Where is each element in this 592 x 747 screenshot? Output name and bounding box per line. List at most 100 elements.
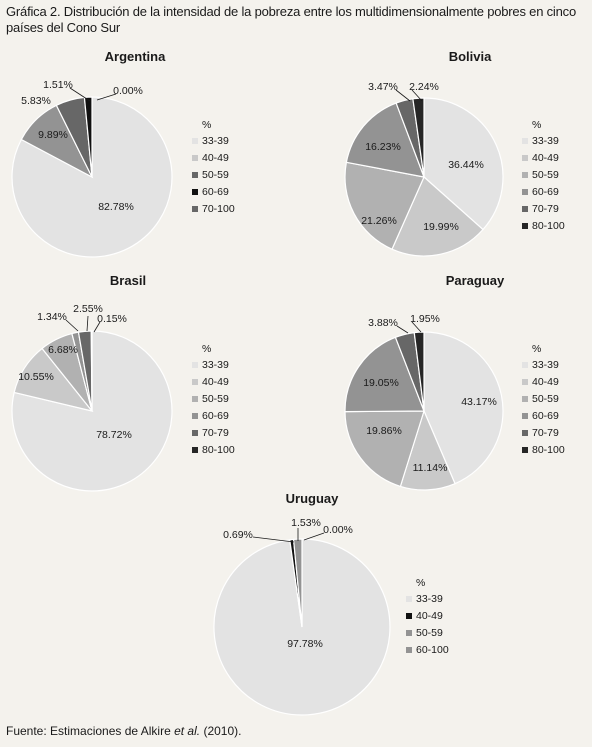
legend-swatch-brasil-50-59 [192,396,198,402]
legend-swatch-bolivia-60-69 [522,189,528,195]
slice-brasil-80-100 [90,330,93,412]
pie-chart-argentina: Argentina 82.78% 9.89% 5.83% 1.51% 0.00%% 33-3… [11,49,235,258]
legend-label-bolivia-60-69: 60-69 [532,186,559,198]
legend-title-brasil: % [202,343,211,355]
slice-label-brasil-33-39: 78.72% [96,429,132,441]
legend-swatch-uruguay-40-49 [406,613,412,619]
slice-label-bolivia-80-100: 2.24% [409,81,439,93]
legend-label-uruguay-40-49: 40-49 [416,610,443,622]
legend-swatch-paraguay-60-69 [522,413,528,419]
legend-label-bolivia-50-59: 50-59 [532,169,559,181]
slice-paraguay-80-100 [413,331,425,412]
slice-label-bolivia-50-59: 21.26% [361,215,397,227]
legend-bolivia: % 33-39 40-49 50-59 60-69 70-79 80-100 [522,119,565,232]
pie-chart-paraguay: Paraguay 43.17% 11.14% 19.86% 19.05% 3.88% 1.9… [344,273,565,491]
legend-swatch-argentina-70-100 [192,206,198,212]
legend-label-brasil-70-79: 70-79 [202,427,229,439]
legend-swatch-uruguay-60-100 [406,647,412,653]
slice-label-uruguay-40-49: 0.69% [223,529,253,541]
leader-line-argentina-60-69 [69,87,91,102]
leader-line-brasil-80-100 [93,321,101,333]
legend-label-paraguay-80-100: 80-100 [532,444,565,456]
slice-bolivia-40-49 [391,176,484,257]
legend-swatch-brasil-60-69 [192,413,198,419]
slice-label-paraguay-60-69: 19.05% [363,377,399,389]
legend-swatch-bolivia-40-49 [522,155,528,161]
slice-label-paraguay-40-49: 11.14% [413,462,448,474]
legend-label-brasil-60-69: 60-69 [202,410,229,422]
legend-label-argentina-33-39: 33-39 [202,135,229,147]
legend-label-paraguay-50-59: 50-59 [532,393,559,405]
legend-label-bolivia-33-39: 33-39 [532,135,559,147]
legend-label-brasil-33-39: 33-39 [202,359,229,371]
legend-label-paraguay-60-69: 60-69 [532,410,559,422]
slice-label-bolivia-70-79: 3.47% [368,81,398,93]
leader-line-bolivia-80-100 [411,89,423,102]
slice-paraguay-50-59 [344,410,425,488]
legend-label-argentina-60-69: 60-69 [202,186,229,198]
legend-swatch-brasil-70-79 [192,430,198,436]
legend-label-argentina-70-100: 70-100 [202,203,235,215]
slice-label-bolivia-40-49: 19.99% [423,221,459,233]
leader-line-uruguay-40-49 [252,536,295,543]
legend-swatch-bolivia-80-100 [522,223,528,229]
legend-argentina: % 33-39 40-49 50-59 60-69 70-100 [192,119,235,215]
slice-paraguay-33-39 [423,331,504,485]
slice-bolivia-33-39 [423,97,504,231]
slice-label-argentina-40-49: 9.89% [38,129,68,141]
leader-line-argentina-70-100 [96,93,117,101]
chart-title-argentina: Argentina [105,49,166,64]
slice-label-argentina-33-39: 82.78% [98,201,134,213]
legend-swatch-paraguay-70-79 [522,430,528,436]
leader-line-brasil-60-69 [65,319,79,332]
slice-label-bolivia-33-39: 36.44% [448,159,484,171]
figure-title: Gráfica 2. Distribución de la intensidad… [6,4,576,35]
legend-title-bolivia: % [532,119,541,131]
pie-chart-brasil: Brasil 78.72% 10.55% 6.68% 1.34% 2.55%0.15%% 3… [11,273,235,492]
legend-label-uruguay-50-59: 50-59 [416,627,443,639]
slice-label-uruguay-60-100: 0.00% [323,524,353,536]
legend-swatch-argentina-50-59 [192,172,198,178]
leader-line-bolivia-70-79 [395,89,411,102]
legend-swatch-paraguay-80-100 [522,447,528,453]
chart-title-bolivia: Bolivia [449,49,492,64]
legend-label-paraguay-33-39: 33-39 [532,359,559,371]
legend-swatch-paraguay-40-49 [522,379,528,385]
source-note: Fuente: Estimaciones de Alkire et al. (2… [6,724,241,738]
slice-bolivia-80-100 [412,97,425,178]
legend-label-uruguay-60-100: 60-100 [416,644,449,656]
slice-label-argentina-50-59: 5.83% [21,95,51,107]
legend-label-argentina-40-49: 40-49 [202,152,229,164]
legend-label-brasil-40-49: 40-49 [202,376,229,388]
legend-title-argentina: % [202,119,211,131]
source-suffix: (2010). [200,724,242,738]
slice-label-brasil-70-79: 2.55% [73,303,103,315]
slice-label-bolivia-60-69: 16.23% [365,141,401,153]
legend-swatch-argentina-33-39 [192,138,198,144]
source-italic: et al. [174,724,201,738]
pie-chart-bolivia: Bolivia 36.44% 19.99% 21.26% 16.23% 3.47% 2.24… [344,49,565,257]
legend-swatch-brasil-40-49 [192,379,198,385]
legend-label-bolivia-80-100: 80-100 [532,220,565,232]
legend-brasil: % 33-39 40-49 50-59 60-69 70-79 80-100 [192,343,235,456]
leader-line-paraguay-70-79 [396,325,409,334]
source-prefix: Fuente: Estimaciones de Alkire [6,724,175,738]
chart-title-brasil: Brasil [110,273,146,288]
legend-label-paraguay-70-79: 70-79 [532,427,559,439]
slice-label-paraguay-33-39: 43.17% [461,396,497,408]
legend-swatch-bolivia-33-39 [522,138,528,144]
legend-swatch-paraguay-50-59 [522,396,528,402]
slice-label-brasil-80-100: 0.15% [97,313,127,325]
chart-title-uruguay: Uruguay [286,491,340,506]
slice-label-uruguay-33-39: 97.78% [287,638,323,650]
legend-title-uruguay: % [416,577,425,589]
slice-label-brasil-40-49: 10.55% [18,371,54,383]
legend-swatch-argentina-40-49 [192,155,198,161]
leader-line-brasil-70-79 [86,315,89,332]
chart-title-paraguay: Paraguay [446,273,505,288]
legend-swatch-uruguay-50-59 [406,630,412,636]
legend-title-paraguay: % [532,343,541,355]
legend-label-uruguay-33-39: 33-39 [416,593,443,605]
legend-swatch-uruguay-33-39 [406,596,412,602]
legend-swatch-bolivia-50-59 [522,172,528,178]
